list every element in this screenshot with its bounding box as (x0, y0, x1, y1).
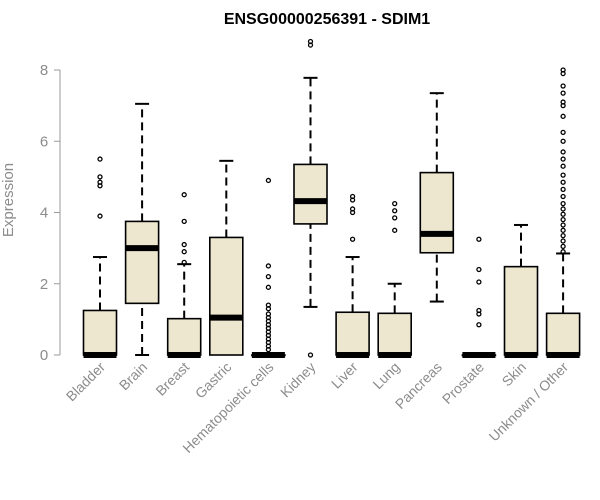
outlier-point (182, 243, 186, 247)
outlier-point (561, 139, 565, 143)
y-tick-label: 2 (40, 276, 48, 293)
outlier-point (561, 164, 565, 168)
outlier-point (561, 194, 565, 198)
x-tick-label: Pancreas (392, 359, 445, 412)
outlier-point (98, 180, 102, 184)
outlier-point (309, 40, 313, 44)
box-10 (505, 225, 538, 355)
box-rect (378, 313, 411, 355)
outlier-point (561, 91, 565, 95)
y-tick-label: 4 (40, 205, 48, 222)
box-rect (505, 267, 538, 355)
box-rect (294, 164, 327, 223)
outlier-point (561, 84, 565, 88)
x-tick-label: Kidney (277, 359, 319, 401)
outlier-point (561, 157, 565, 161)
outlier-point (561, 250, 565, 254)
x-tick-label: Prostate (439, 359, 487, 407)
outlier-point (561, 228, 565, 232)
chart-title: ENSG00000256391 - SDIM1 (224, 11, 430, 28)
box-rect (210, 237, 243, 355)
box-rect (126, 221, 159, 303)
x-tick-label: Bladder (63, 359, 109, 405)
y-tick-label: 6 (40, 133, 48, 150)
outlier-point (393, 202, 397, 206)
box-3 (210, 161, 243, 355)
outlier-point (477, 323, 481, 327)
outlier-point (393, 209, 397, 213)
outlier-point (393, 228, 397, 232)
box-rect (336, 312, 369, 355)
outlier-point (266, 178, 270, 182)
outlier-point (477, 280, 481, 284)
outlier-point (477, 237, 481, 241)
outlier-point (182, 250, 186, 254)
outlier-point (561, 223, 565, 227)
outlier-point (561, 234, 565, 238)
outlier-point (561, 130, 565, 134)
outlier-point (561, 150, 565, 154)
outlier-point (393, 216, 397, 220)
outlier-point (98, 214, 102, 218)
x-tick-label: Liver (328, 359, 361, 392)
outlier-point (266, 275, 270, 279)
box-7 (378, 202, 411, 355)
outlier-point (561, 244, 565, 248)
outlier-point (182, 219, 186, 223)
outlier-point (561, 68, 565, 72)
outlier-point (98, 157, 102, 161)
outlier-point (266, 285, 270, 289)
outlier-point (561, 218, 565, 222)
box-2 (168, 193, 201, 355)
box-6 (336, 194, 369, 355)
outlier-point (561, 187, 565, 191)
outlier-point (477, 268, 481, 272)
x-tick-label: Lung (369, 359, 402, 392)
outlier-point (266, 264, 270, 268)
boxes (84, 40, 580, 358)
x-tick-label: Skin (499, 359, 530, 390)
outlier-point (309, 353, 313, 357)
box-8 (420, 93, 453, 301)
box-0 (84, 157, 117, 355)
outlier-point (351, 194, 355, 198)
box-5 (294, 40, 327, 358)
outlier-point (477, 308, 481, 312)
outlier-point (351, 237, 355, 241)
x-tick-label: Brain (116, 359, 150, 393)
box-4 (252, 178, 285, 355)
y-tick-label: 8 (40, 62, 48, 79)
outlier-point (561, 212, 565, 216)
box-rect (168, 319, 201, 355)
outlier-point (266, 303, 270, 307)
outlier-point (266, 312, 270, 316)
outlier-point (561, 173, 565, 177)
box-9 (462, 237, 495, 355)
box-11 (547, 68, 580, 355)
box-rect (84, 310, 117, 355)
box-1 (126, 104, 159, 355)
y-tick-label: 0 (40, 347, 48, 364)
outlier-point (182, 193, 186, 197)
outlier-point (561, 239, 565, 243)
outlier-point (561, 114, 565, 118)
outlier-point (561, 202, 565, 206)
box-rect (420, 173, 453, 253)
x-tick-label: Unknown / Other (486, 359, 572, 445)
outlier-point (182, 260, 186, 264)
y-axis-label: Expression (0, 163, 17, 237)
outlier-point (98, 175, 102, 179)
outlier-point (351, 207, 355, 211)
box-rect (547, 313, 580, 355)
y-axis: 0 2 4 6 8 (40, 62, 60, 364)
outlier-point (561, 207, 565, 211)
outlier-point (561, 100, 565, 104)
x-tick-label: Breast (152, 359, 192, 399)
outlier-point (561, 180, 565, 184)
